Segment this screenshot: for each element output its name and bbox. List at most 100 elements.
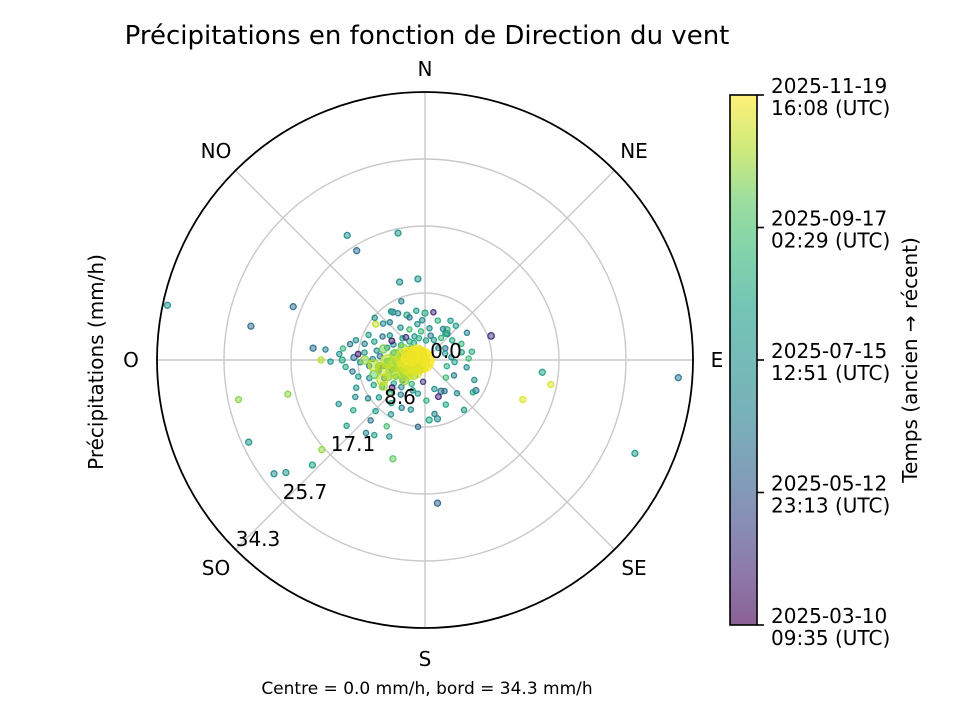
colorbar-tick-date: 2025-03-10 bbox=[771, 604, 887, 628]
scatter-point bbox=[414, 275, 422, 283]
scatter-point bbox=[388, 399, 395, 407]
radial-tick-label: 0.0 bbox=[430, 339, 462, 363]
scatter-point bbox=[386, 433, 393, 440]
colorbar-tick-date: 2025-07-15 bbox=[771, 339, 887, 363]
scatter-point bbox=[350, 406, 357, 414]
compass-label-se: SE bbox=[621, 556, 646, 580]
scatter-point bbox=[234, 395, 243, 404]
scatter-point bbox=[538, 368, 546, 376]
compass-labels: N NE E SE S SO O NO bbox=[123, 57, 723, 671]
compass-label-o: O bbox=[123, 348, 139, 372]
scatter-point bbox=[423, 397, 430, 404]
scatter-point bbox=[327, 358, 334, 365]
scatter-point bbox=[434, 393, 442, 401]
scatter-point bbox=[402, 333, 410, 341]
scatter-point bbox=[414, 423, 422, 431]
scatter-point bbox=[247, 322, 255, 330]
radial-tick-label: 34.3 bbox=[236, 527, 281, 551]
scatter-point bbox=[372, 407, 379, 415]
scatter-point bbox=[361, 349, 368, 356]
scatter-point bbox=[448, 353, 455, 361]
polar-outline bbox=[156, 91, 694, 629]
scatter-point bbox=[421, 309, 429, 317]
scatter-point bbox=[433, 415, 442, 423]
scatter-point bbox=[322, 346, 329, 353]
grid-spoke bbox=[235, 359, 426, 550]
scatter-point bbox=[343, 422, 350, 430]
scatter-point bbox=[439, 325, 447, 333]
scatter-point bbox=[463, 364, 470, 371]
radial-tick-labels: 0.0 8.6 17.125.734.3 bbox=[236, 339, 462, 551]
radial-tick-label: 17.1 bbox=[331, 432, 376, 456]
scatter-point bbox=[289, 303, 297, 311]
scatter-point bbox=[343, 231, 351, 240]
compass-label-ne: NE bbox=[620, 139, 648, 163]
scatter-point bbox=[318, 446, 326, 454]
scatter-point bbox=[375, 394, 383, 401]
radial-tick-label: 8.6 bbox=[384, 385, 416, 409]
scatter-point bbox=[414, 390, 422, 397]
scatter-point bbox=[631, 449, 639, 458]
scatter-point bbox=[430, 309, 437, 316]
scatter-point bbox=[338, 356, 346, 364]
scatter-point bbox=[427, 332, 434, 339]
scatter-point bbox=[379, 333, 386, 340]
scatter-point bbox=[282, 468, 290, 477]
scatter-point bbox=[417, 328, 425, 335]
scatter-point bbox=[362, 429, 370, 437]
scatter-point bbox=[367, 417, 374, 424]
scatter-point bbox=[372, 320, 380, 328]
scatter-point bbox=[387, 308, 395, 315]
scatter-point bbox=[388, 384, 396, 392]
scatter-point bbox=[547, 380, 555, 389]
scatter-point bbox=[270, 470, 278, 478]
scatter-point bbox=[378, 344, 389, 354]
scatter-point bbox=[376, 352, 384, 360]
scatter-point bbox=[519, 395, 527, 404]
scatter-point bbox=[386, 390, 394, 397]
scatter-point bbox=[441, 350, 449, 357]
scatter-point bbox=[451, 358, 458, 366]
caption: Centre = 0.0 mm/h, bord = 34.3 mm/h bbox=[261, 679, 592, 699]
scatter-point bbox=[394, 229, 402, 237]
compass-label-no: NO bbox=[201, 139, 232, 163]
scatter-point bbox=[395, 278, 404, 286]
scatter-point bbox=[487, 332, 495, 340]
colorbar-tick-time: 02:29 (UTC) bbox=[771, 229, 890, 253]
scatter-point bbox=[447, 317, 454, 324]
scatter-point bbox=[349, 368, 356, 375]
scatter-point bbox=[471, 376, 478, 384]
scatter-point bbox=[450, 372, 458, 379]
colorbar-tick-time: 09:35 (UTC) bbox=[771, 626, 890, 650]
scatter-point bbox=[394, 310, 402, 317]
colorbar-tick-date: 2025-09-17 bbox=[771, 207, 887, 231]
scatter-point bbox=[398, 298, 405, 305]
scatter-point bbox=[352, 393, 359, 401]
scatter-point bbox=[376, 373, 389, 386]
scatter-point bbox=[364, 395, 372, 402]
scatter-point bbox=[371, 338, 378, 345]
scatter-point bbox=[308, 461, 317, 469]
colorbar-tick-time: 12:51 (UTC) bbox=[771, 361, 890, 385]
scatter-point bbox=[367, 359, 380, 372]
scatter-point bbox=[448, 337, 456, 344]
scatter-point bbox=[441, 387, 448, 395]
scatter-point bbox=[453, 389, 461, 397]
scatter-point bbox=[379, 320, 387, 327]
scatter-point bbox=[442, 401, 450, 408]
compass-label-so: SO bbox=[202, 556, 230, 580]
radial-tick-label: 25.7 bbox=[283, 480, 328, 504]
radial-axis-label: Précipitations (mm/h) bbox=[84, 254, 108, 470]
scatter-point bbox=[373, 347, 380, 354]
scatter-point bbox=[674, 374, 682, 382]
colorbar-tick-date: 2025-05-12 bbox=[771, 472, 887, 496]
scatter-point bbox=[426, 325, 433, 332]
grid-spoke bbox=[424, 170, 615, 361]
scatter-point bbox=[284, 390, 292, 398]
grid-spoke bbox=[235, 170, 426, 361]
colorbar-tick-time: 16:08 (UTC) bbox=[771, 96, 890, 120]
scatter-point bbox=[431, 385, 438, 393]
scatter-point bbox=[433, 499, 442, 507]
